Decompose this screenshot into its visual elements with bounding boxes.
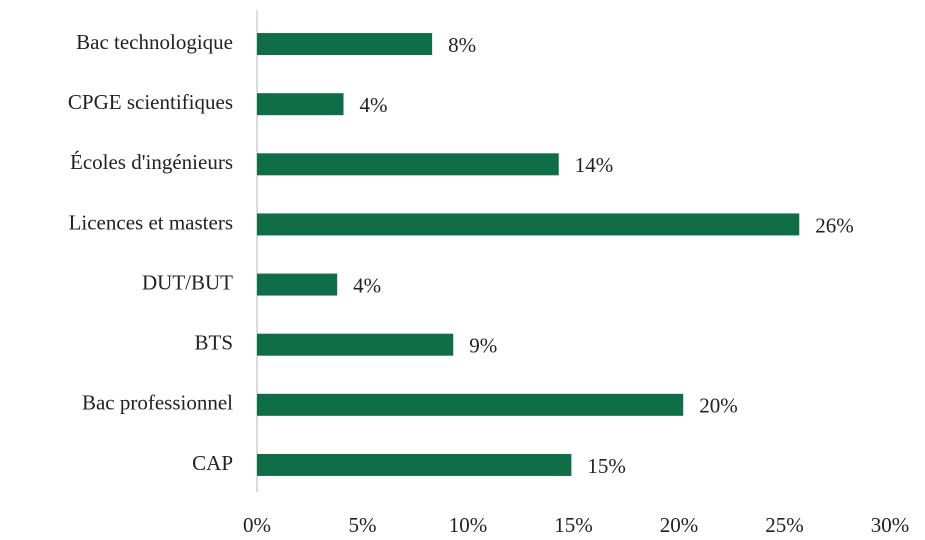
y-tick-label: Bac professionnel: [82, 391, 233, 415]
bar: [257, 213, 800, 236]
x-tick-label: 0%: [243, 513, 271, 537]
y-tick-label: Licences et masters: [69, 210, 233, 234]
y-tick-label: BTS: [194, 331, 233, 355]
bar: [257, 393, 684, 416]
bar: [257, 333, 454, 356]
x-tick-label: 10%: [449, 513, 488, 537]
bar: [257, 153, 559, 176]
y-tick-label: Bac technologique: [76, 30, 233, 54]
y-tick-label: CPGE scientifiques: [68, 90, 233, 114]
data-label: 4%: [360, 93, 388, 117]
x-tick-label: 20%: [660, 513, 699, 537]
data-label: 8%: [448, 33, 476, 57]
data-label: 4%: [353, 273, 381, 297]
x-tick-label: 25%: [765, 513, 804, 537]
x-tick-label: 5%: [349, 513, 377, 537]
y-tick-label: CAP: [192, 451, 233, 475]
y-tick-label: DUT/BUT: [142, 270, 233, 294]
y-tick-label: Écoles d'ingénieurs: [70, 150, 233, 174]
bar: [257, 33, 433, 56]
data-label: 9%: [469, 334, 497, 358]
bar: [257, 93, 344, 116]
data-label: 15%: [587, 454, 626, 478]
bar: [257, 273, 338, 296]
data-label: 14%: [575, 153, 614, 177]
data-label: 26%: [815, 213, 854, 237]
data-label: 20%: [699, 394, 738, 418]
bar: [257, 453, 572, 476]
x-tick-label: 30%: [871, 513, 910, 537]
x-tick-label: 15%: [554, 513, 593, 537]
